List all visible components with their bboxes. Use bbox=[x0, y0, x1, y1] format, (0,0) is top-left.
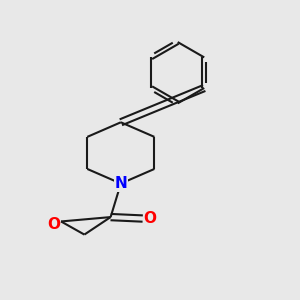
Text: O: O bbox=[143, 211, 157, 226]
Text: O: O bbox=[47, 217, 60, 232]
Text: N: N bbox=[115, 176, 127, 191]
